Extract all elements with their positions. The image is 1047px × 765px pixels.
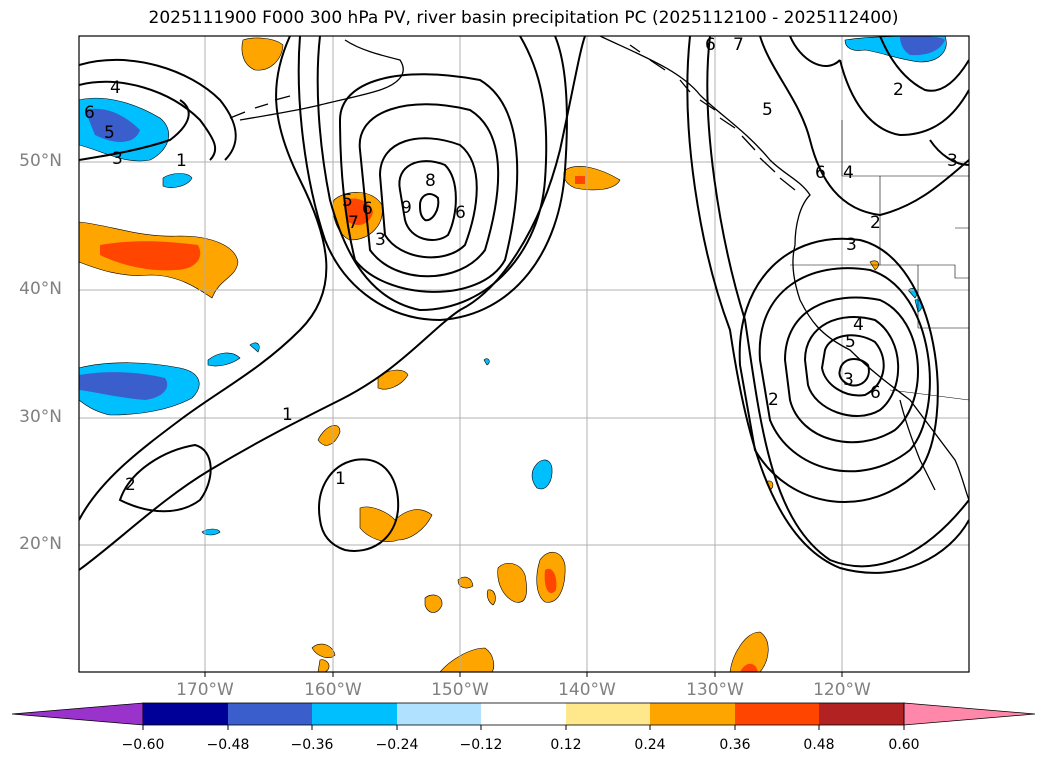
- colorbar-extend-min: [11, 702, 144, 726]
- contour-label: 2: [768, 390, 779, 410]
- contour-label: 8: [425, 171, 436, 191]
- latitude-label: 50°N: [19, 151, 62, 171]
- contour-label: 4: [853, 315, 864, 335]
- pv-contours: [79, 36, 969, 574]
- longitude-label: 150°W: [431, 680, 489, 700]
- colorbar-segment: [566, 703, 650, 725]
- contour-label: 3: [112, 149, 123, 169]
- contour-label: 2: [870, 213, 881, 233]
- contour-label: 7: [348, 213, 359, 233]
- latitude-label: 20°N: [19, 534, 62, 554]
- contour-label: 1: [335, 469, 346, 489]
- positive-anomaly-shading: [79, 37, 879, 672]
- contour-label: 4: [843, 163, 854, 183]
- contour-label: 2: [125, 475, 136, 495]
- contour-label: 6: [870, 383, 881, 403]
- map-title: 2025111900 F000 300 hPa PV, river basin …: [148, 8, 899, 28]
- contour-label: 6: [362, 199, 373, 219]
- contour-label: 7: [733, 35, 744, 55]
- colorbar-tick-label: 0.60: [888, 737, 920, 753]
- colorbar-segment: [735, 703, 819, 725]
- colorbar-tick-label: −0.48: [206, 737, 250, 753]
- contour-label: 5: [342, 191, 353, 211]
- contour-label: 2: [893, 80, 904, 100]
- graticule: [79, 36, 969, 672]
- contour-label: 1: [282, 405, 293, 425]
- contour-label: 6: [705, 35, 716, 55]
- colorbar-segment: [143, 703, 228, 725]
- contour-label: 3: [843, 370, 854, 390]
- negative-anomaly-shading: [79, 36, 947, 536]
- contour-label: 5: [845, 332, 856, 352]
- contour-label: 3: [846, 235, 857, 255]
- colorbar-tick-label: −0.12: [459, 737, 503, 753]
- contour-label: 3: [947, 151, 958, 171]
- contour-label: 6: [815, 163, 826, 183]
- latitude-label: 40°N: [19, 279, 62, 299]
- contour-label: 3: [375, 230, 386, 250]
- contour-label: 9: [401, 198, 412, 218]
- contour-label: 4: [110, 78, 121, 98]
- longitude-label: 160°W: [304, 680, 362, 700]
- contour-label: 5: [104, 123, 115, 143]
- colorbar-tick-label: −0.60: [121, 737, 165, 753]
- colorbar-segment: [650, 703, 735, 725]
- colorbar-segment: [397, 703, 481, 725]
- longitude-label: 130°W: [686, 680, 744, 700]
- colorbar-tick-label: 0.36: [719, 737, 751, 753]
- colorbar-segment: [481, 703, 566, 725]
- contour-label: 6: [84, 103, 95, 123]
- political-borders: [790, 120, 969, 401]
- colorbar-tick-label: −0.24: [375, 737, 419, 753]
- longitude-label: 170°W: [176, 680, 234, 700]
- contour-labels: 4 6 5 3 1 6 5 7 3 9 6 8 6 7 5 6 4 3 2 2 …: [84, 35, 958, 495]
- map-frame: [78, 35, 970, 673]
- colorbar-tick-label: 0.24: [634, 737, 666, 753]
- contour-label: 1: [176, 151, 187, 171]
- colorbar-tick-label: 0.48: [803, 737, 835, 753]
- contour-label: 6: [455, 203, 466, 223]
- longitude-label: 140°W: [558, 680, 616, 700]
- colorbar-segment: [819, 703, 904, 725]
- colorbar-segment: [312, 703, 397, 725]
- colorbar-segment: [228, 703, 312, 725]
- colorbar-tick-label: 0.12: [550, 737, 582, 753]
- contour-label: 5: [762, 100, 773, 120]
- latitude-label: 30°N: [19, 407, 62, 427]
- colorbar-extend-max: [903, 702, 1036, 726]
- colorbar-tick-label: −0.36: [290, 737, 334, 753]
- longitude-label: 120°W: [813, 680, 871, 700]
